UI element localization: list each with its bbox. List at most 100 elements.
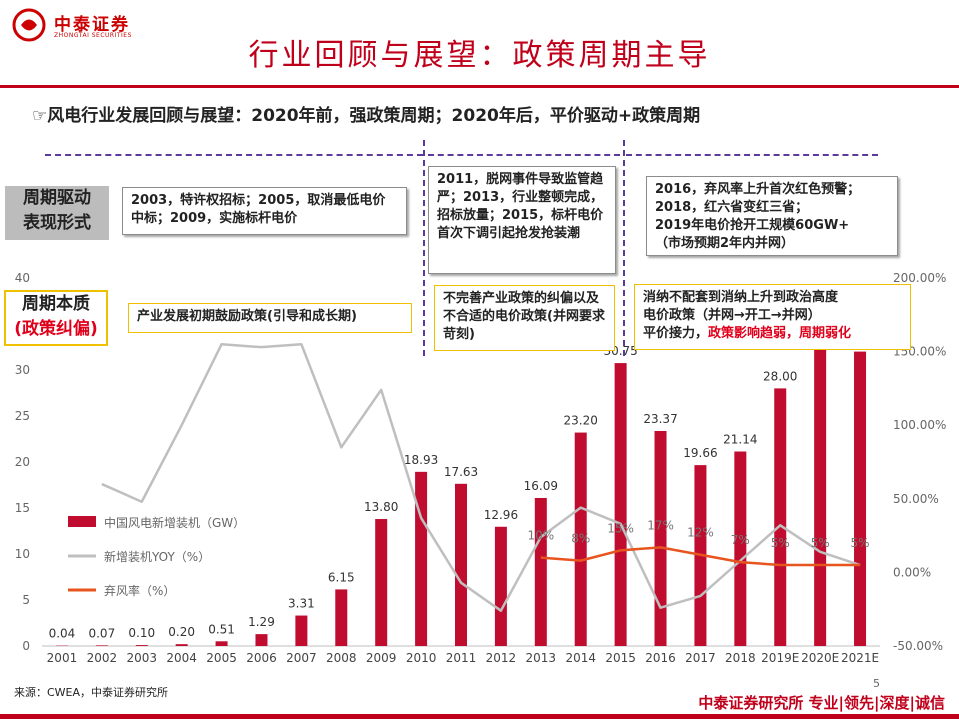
x-tick-label: 2009: [366, 651, 397, 665]
x-tick-label: 2015: [605, 651, 636, 665]
y-tick-label: 10: [15, 547, 30, 561]
x-tick-label: 2011: [446, 651, 477, 665]
source-note: 来源：CWEA，中泰证券研究所: [14, 686, 169, 699]
essence-label-sub: (政策纠偏): [14, 319, 98, 339]
y2-tick-label: 100.00%: [893, 418, 946, 432]
driver-label: 周期驱动 表现形式: [5, 186, 109, 240]
legend-label: 新增装机YOY（%）: [104, 549, 210, 564]
legend-label: 中国风电新增装机（GW）: [104, 515, 245, 530]
x-tick-label: 2019E: [761, 651, 799, 665]
essence-box-early: 产业发展初期鼓励政策(引导和成长期): [128, 303, 412, 333]
essence-label: 周期本质 (政策纠偏): [4, 290, 108, 346]
bar: [494, 526, 507, 646]
y-tick-label: 20: [15, 455, 30, 469]
bar: [455, 483, 467, 646]
bar-value-label: 16.09: [524, 479, 558, 493]
bar: [135, 645, 148, 646]
curtailment-data-label: 5%: [851, 536, 870, 550]
curtailment-data-label: 5%: [771, 536, 790, 550]
curtailment-data-label: 15%: [607, 521, 634, 535]
y2-tick-label: 0.00%: [893, 565, 931, 579]
title-divider: [0, 85, 959, 88]
y-tick-label: 15: [15, 501, 30, 515]
period-divider-2: [623, 140, 625, 356]
bar: [614, 363, 627, 646]
bar-value-label: 23.20: [564, 414, 598, 428]
bar-value-label: 13.80: [364, 500, 398, 514]
y2-tick-label: 200.00%: [893, 271, 946, 285]
timeline-arrow-2: [428, 154, 620, 156]
x-tick-label: 2005: [206, 651, 237, 665]
bar: [215, 641, 228, 646]
driver-box-late: 2016，弃风率上升首次红色预警； 2018，红六省变红三省； 2019年电价抢…: [646, 176, 898, 256]
x-tick-label: 2020E: [801, 651, 839, 665]
page-title: 行业回顾与展望：政策周期主导: [248, 38, 711, 73]
bar: [175, 644, 188, 646]
bar-value-label: 12.96: [484, 508, 518, 522]
bar-value-label: 23.37: [643, 412, 677, 426]
x-tick-label: 2007: [286, 651, 317, 665]
bar-value-label: 28.00: [763, 369, 797, 383]
driver-box-late-line-4: （市场预期2年内并网）: [655, 236, 795, 251]
bar: [534, 497, 547, 646]
bar-value-label: 18.93: [404, 453, 438, 467]
footer-rule: [0, 714, 959, 719]
driver-box-middle: 2011，脱网事件导致监管趋严；2013，行业整顿完成，招标放量；2015，标杆…: [428, 166, 616, 274]
yoy-line: [101, 342, 861, 612]
timeline-arrow-3: [626, 154, 878, 156]
x-tick-label: 2014: [565, 651, 596, 665]
subtitle: ☞风电行业发展回顾与展望：2020年前，强政策周期；2020年后，平价驱动+政策…: [32, 106, 701, 126]
bar: [854, 351, 867, 646]
x-tick-label: 2006: [246, 651, 277, 665]
curtailment-data-label: 8%: [571, 532, 590, 546]
curtailment-data-label: 10%: [527, 529, 554, 543]
essence-box-late-line-3a: 平价接力，: [643, 326, 709, 341]
bar-value-label: 3.31: [288, 597, 315, 611]
bar-value-label: 0.07: [88, 626, 115, 640]
company-logo: 中泰证券 ZHONGTAI SECURITIES: [10, 6, 150, 46]
legend-swatch-bar: [68, 516, 96, 527]
driver-box-late-line-2: 2018，红六省变红三省；: [655, 200, 809, 215]
y-tick-label: 5: [22, 593, 30, 607]
bar-value-label: 19.66: [683, 446, 717, 460]
x-tick-label: 2021E: [841, 651, 879, 665]
x-tick-label: 2013: [526, 651, 557, 665]
essence-label-main: 周期本质: [22, 294, 90, 314]
logo-text-en: ZHONGTAI SECURITIES: [54, 32, 132, 39]
bar: [255, 634, 268, 646]
bar-value-label: 21.14: [723, 433, 757, 447]
essence-box-late-line-3: 平价接力，政策影响趋弱，周期弱化: [643, 325, 902, 343]
bar-value-label: 17.63: [444, 465, 478, 479]
essence-box-late: 消纳不配套到消纳上升到政治高度 电价政策（并网→开工→并网） 平价接力，政策影响…: [634, 284, 911, 350]
curtailment-line: [540, 546, 861, 567]
x-tick-label: 2010: [406, 651, 437, 665]
x-tick-label: 2017: [685, 651, 716, 665]
curtailment-data-label: 5%: [811, 536, 830, 550]
x-tick-label: 2004: [166, 651, 197, 665]
x-tick-label: 2003: [126, 651, 157, 665]
period-divider-1: [423, 140, 425, 356]
driver-box-early: 2003，特许权招标；2005，取消最低电价中标；2009，实施标杆电价: [122, 187, 407, 235]
driver-box-late-line-3: 2019年电价抢开工规模60GW+: [655, 218, 850, 233]
bar-value-label: 6.15: [328, 570, 355, 584]
bar: [654, 430, 667, 646]
timeline-arrow-1: [45, 154, 423, 156]
x-tick-label: 2018: [725, 651, 756, 665]
essence-box-late-line-2: 电价政策（并网→开工→并网）: [643, 308, 821, 323]
legend-label: 弃风率（%）: [104, 583, 175, 598]
bar: [95, 645, 108, 646]
bar: [295, 615, 308, 646]
x-tick-label: 2016: [645, 651, 676, 665]
page-number: 5: [873, 677, 880, 690]
x-tick-label: 2008: [326, 651, 357, 665]
bar: [574, 432, 587, 646]
y-tick-label: 0: [22, 639, 30, 653]
driver-box-late-line-1: 2016，弃风率上升首次红色预警；: [655, 182, 861, 197]
bar: [734, 451, 747, 646]
curtailment-data-label: 17%: [647, 518, 674, 532]
bar-value-label: 0.51: [208, 622, 235, 636]
logo-mark-icon: [12, 8, 46, 42]
bar-value-label: 0.10: [128, 626, 155, 640]
bar: [335, 589, 348, 646]
bar: [774, 388, 787, 646]
